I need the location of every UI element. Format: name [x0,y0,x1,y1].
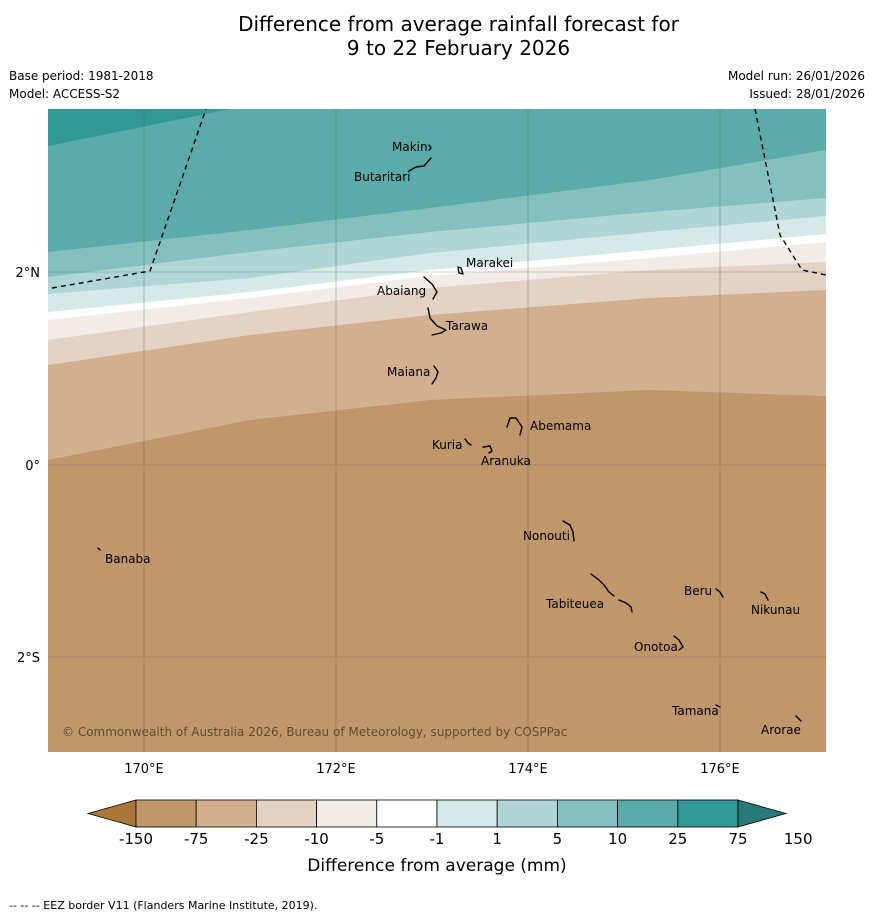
place-label-tarawa: Tarawa [445,319,488,333]
legend-tick-label: 75 [728,830,747,848]
island-tamana [715,704,721,708]
place-label-nonouti: Nonouti [523,529,570,543]
island-abemama [506,417,523,436]
place-label-arorae: Arorae [761,723,801,737]
island-beru [715,588,724,598]
legend-swatch [255,799,317,828]
island-marakei [457,266,464,275]
legend-tick-label: -1 [430,830,445,848]
island-arorae [795,715,802,722]
legend-swatch [557,799,619,828]
place-label-tamana: Tamana [671,704,719,718]
legend-swatch [617,799,679,828]
title-line-2: 9 to 22 February 2026 [346,36,571,60]
eez-border-east [754,109,826,276]
issued-date: Issued: 28/01/2026 [749,87,865,101]
island-banaba [97,547,101,551]
legend-tick-label: 25 [668,830,687,848]
lon-label-176: 176°E [700,762,740,777]
legend-tick-label: 1 [492,830,502,848]
chart-title: Difference from average rainfall forecas… [0,12,873,60]
place-label-aranuka: Aranuka [481,454,531,468]
place-label-tabiteuea: Tabiteuea [545,597,604,611]
legend-tick-label: 5 [553,830,563,848]
place-label-nikunau: Nikunau [751,603,800,617]
place-label-maiana: Maiana [387,365,430,379]
island-kuria [464,438,472,446]
legend-tick-label: -5 [369,830,384,848]
legend-arrow-high [737,799,788,828]
base-period: Base period: 1981-2018 [9,69,154,83]
place-label-onotoa: Onotoa [634,640,678,654]
legend-swatch [677,799,739,828]
place-label-banaba: Banaba [105,552,151,566]
graticule [48,109,826,752]
lat-label-0: 0° [25,459,40,474]
legend-tick-label: -150 [119,830,153,848]
island-maiana [431,365,439,385]
color-legend: -150 -75 -25 -10 -5 -1 1 5 10 25 75 150 [86,799,813,848]
legend-title: Difference from average (mm) [307,856,566,876]
legend-tick-label: -25 [244,830,269,848]
island-makin [428,144,432,151]
island-abaiang [423,276,438,300]
model-name: Model: ACCESS-S2 [9,87,121,101]
island-nonouti [562,520,575,542]
island-tarawa [427,307,447,336]
lat-label-2s: 2°S [17,651,40,666]
legend-swatch [496,799,558,828]
lon-tick-labels: 170°E 172°E 174°E 176°E [124,762,740,777]
place-label-marakei: Marakei [466,256,513,270]
legend-arrow-low [86,799,137,828]
meta-left: Base period: 1981-2018 Model: ACCESS-S2 [9,67,154,103]
legend-swatch [135,799,197,828]
copyright-note: © Commonwealth of Australia 2026, Bureau… [62,725,567,739]
legend-swatch [376,799,438,828]
lon-label-174: 174°E [508,762,548,777]
place-label-kuria: Kuria [432,438,463,452]
island-aranuka [482,445,493,454]
band-plus-25 [48,109,826,252]
legend-tick-label: -10 [304,830,329,848]
place-labels: Makin Butaritari Marakei Abaiang Tarawa … [105,140,801,737]
legend-swatch [316,799,378,828]
legend-tick-label: 150 [784,830,813,848]
footer-note: -- -- -- EEZ border V11 (Flanders Marine… [9,899,318,912]
island-onotoa [673,635,684,651]
island-nikunau [760,591,769,601]
lat-label-2n: 2°N [16,266,41,281]
island-tabiteuea-north [590,573,615,597]
band-plus-75 [48,109,230,146]
lon-label-170: 170°E [124,762,164,777]
title-line-1: Difference from average rainfall forecas… [238,12,679,36]
model-run: Model run: 26/01/2026 [727,69,865,83]
island-tabiteuea-south [618,599,633,613]
legend-tick-label: -75 [184,830,209,848]
meta-right: Model run: 26/01/2026 Issued: 28/01/2026 [728,67,865,103]
map-frame: Makin Butaritari Marakei Abaiang Tarawa … [48,109,826,752]
eez-border-west [51,109,207,289]
island-butaritari [408,157,432,172]
place-label-butaritari: Butaritari [354,170,411,184]
legend-tick-label: 10 [608,830,627,848]
place-label-makin: Makin [392,140,428,154]
islands [97,144,802,722]
legend-swatch [195,799,257,828]
place-label-abemama: Abemama [530,419,591,433]
place-label-abaiang: Abaiang [377,284,426,298]
lon-label-172: 172°E [316,762,356,777]
lat-tick-labels: 2°N 0° 2°S [16,266,41,666]
place-label-beru: Beru [684,584,712,598]
legend-swatch [436,799,498,828]
